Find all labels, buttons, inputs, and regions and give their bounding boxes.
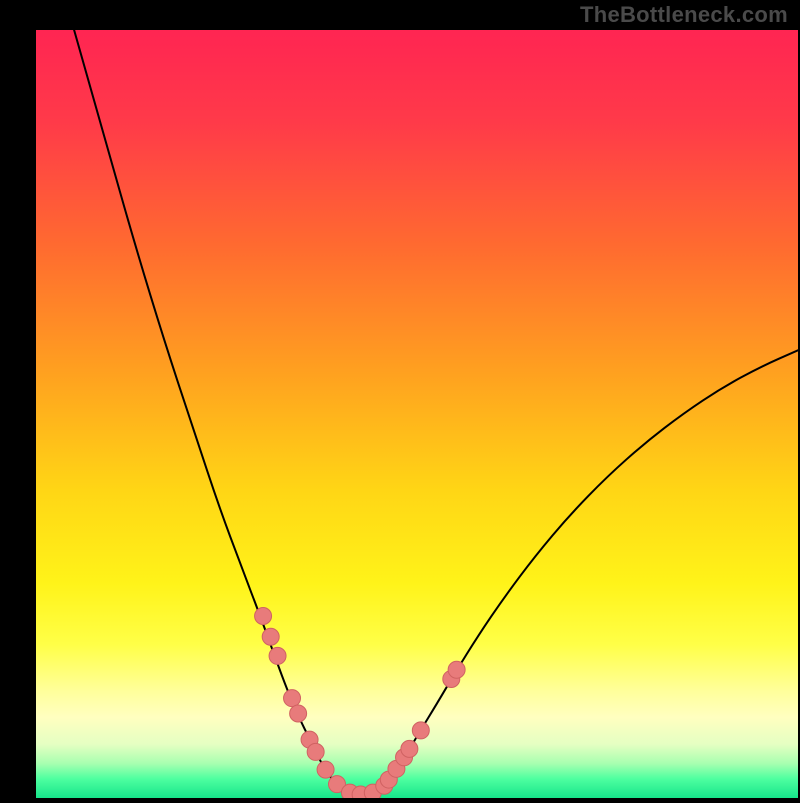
data-marker [262,628,279,645]
chart-plot-area [36,30,798,798]
data-marker [401,740,418,757]
data-marker [448,661,465,678]
data-marker [290,705,307,722]
watermark-text: TheBottleneck.com [580,2,788,28]
data-marker [284,690,301,707]
data-marker [255,607,272,624]
data-marker [269,647,286,664]
data-marker [307,743,324,760]
bottleneck-curve-chart [36,30,798,798]
data-marker [412,722,429,739]
data-marker [317,761,334,778]
